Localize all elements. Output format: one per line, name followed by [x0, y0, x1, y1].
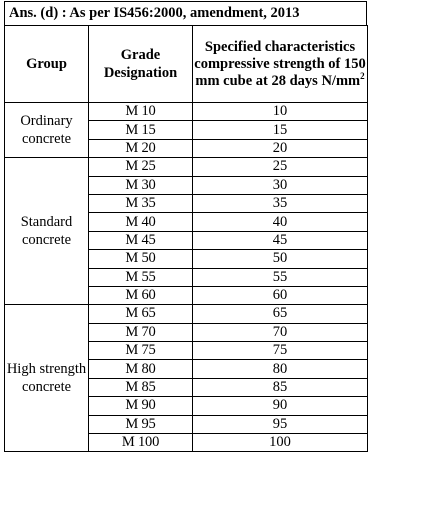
grade-designation-cell: M 55 [88, 267, 193, 287]
grade-designation-cell: M 35 [88, 193, 193, 214]
strength-value-cell: 85 [192, 377, 368, 398]
table-row: M 60 60 [5, 285, 368, 306]
table-row: M 15 15 [5, 120, 368, 140]
strength-value-cell: 70 [192, 322, 368, 343]
header-strength-text: Specified characteristics compressive st… [194, 38, 366, 89]
table-row: M 75 75 [5, 341, 368, 361]
grade-designation-cell: M 15 [88, 120, 193, 140]
grade-designation-cell: M 40 [88, 212, 193, 232]
table-header-row: Group Grade Designation Specified charac… [4, 25, 368, 103]
strength-value-cell: 65 [192, 304, 368, 324]
grade-designation-cell: M 25 [88, 157, 193, 177]
group-name-cell: Standard concrete [4, 157, 89, 306]
grade-designation-cell: M 20 [88, 138, 193, 159]
table-row: Standard concrete M 25 25 [4, 157, 368, 306]
answer-heading: Ans. (d) : As per IS456:2000, amendment,… [4, 1, 367, 26]
group-name-cell: High strength concrete [4, 304, 89, 453]
strength-value-cell: 55 [192, 267, 368, 287]
table-row: M 45 45 [5, 230, 368, 251]
table-row: M 100 100 [5, 433, 368, 453]
grade-designation-cell: M 95 [88, 414, 193, 435]
strength-value-cell: 80 [192, 359, 368, 379]
grade-designation-cell: M 85 [88, 377, 193, 398]
table-row: M 50 50 [5, 249, 368, 269]
group-name-cell: Ordinary concrete [4, 101, 89, 159]
grade-designation-cell: M 100 [88, 433, 193, 453]
grade-designation-cell: M 90 [88, 396, 193, 416]
strength-value-cell: 100 [192, 433, 368, 453]
grade-designation-cell: M 45 [88, 230, 193, 251]
grade-designation-cell: M 60 [88, 285, 193, 306]
table-row: M 40 40 [5, 212, 368, 232]
grade-designation-cell: M 70 [88, 322, 193, 343]
strength-value-cell: 50 [192, 249, 368, 269]
table-row: M 85 85 [5, 377, 368, 398]
table-body: Ordinary concrete M 10 10 M 15 15 M 20 20 Stand… [4, 101, 368, 453]
table-row: M 95 95 [5, 414, 368, 435]
header-strength-unit-exponent: 2 [360, 70, 365, 81]
grade-designation-cell: M 65 [88, 304, 193, 324]
strength-value-cell: 30 [192, 175, 368, 195]
table-row: M 20 20 [5, 138, 368, 159]
table-row: M 35 35 [5, 193, 368, 214]
grade-designation-cell: M 30 [88, 175, 193, 195]
strength-value-cell: 20 [192, 138, 368, 159]
grade-designation-cell: M 10 [88, 101, 193, 122]
grade-designation-cell: M 75 [88, 341, 193, 361]
strength-value-cell: 90 [192, 396, 368, 416]
table-row: Ordinary concrete M 10 10 [4, 101, 368, 159]
strength-value-cell: 60 [192, 285, 368, 306]
header-strength: Specified characteristics compressive st… [192, 25, 368, 103]
strength-value-cell: 15 [192, 120, 368, 140]
grade-designation-cell: M 50 [88, 249, 193, 269]
strength-value-cell: 95 [192, 414, 368, 435]
header-group: Group [4, 25, 89, 103]
header-grade-designation: Grade Designation [88, 25, 193, 103]
answer-block: Ans. (d) : As per IS456:2000, amendment,… [4, 1, 368, 506]
table-row: High strength concrete M 65 65 [4, 304, 368, 453]
strength-value-cell: 25 [192, 157, 368, 177]
strength-value-cell: 40 [192, 212, 368, 232]
strength-value-cell: 35 [192, 193, 368, 214]
strength-value-cell: 45 [192, 230, 368, 251]
strength-value-cell: 10 [192, 101, 368, 122]
concrete-grades-table: Group Grade Designation Specified charac… [4, 25, 368, 453]
strength-value-cell: 75 [192, 341, 368, 361]
grade-designation-cell: M 80 [88, 359, 193, 379]
